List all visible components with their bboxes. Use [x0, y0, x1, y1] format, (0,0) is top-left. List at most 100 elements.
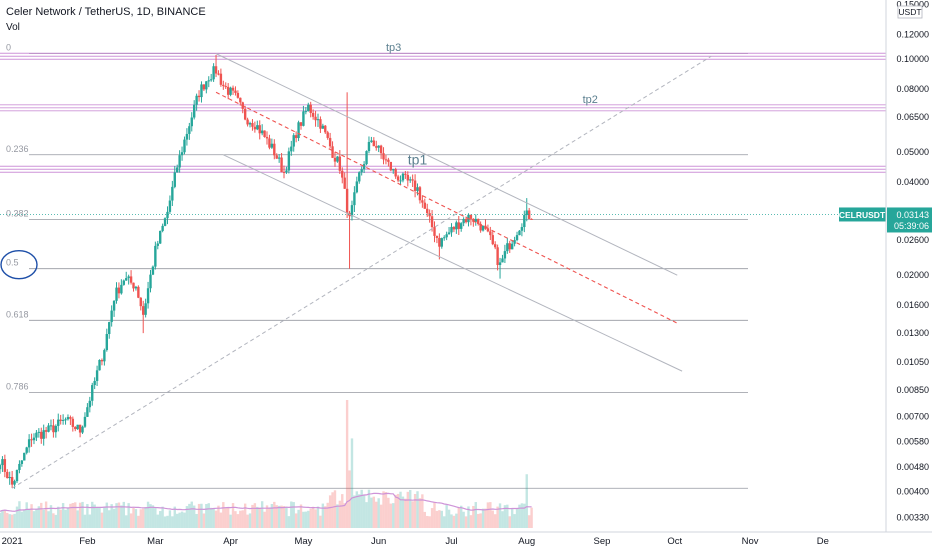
- volume-bar: [239, 510, 242, 528]
- candle-body: [52, 425, 55, 433]
- candle-body: [426, 208, 429, 214]
- volume-bar: [200, 503, 203, 528]
- candle-body: [195, 95, 198, 105]
- volume-bar: [345, 400, 349, 528]
- volume-bar: [226, 507, 230, 528]
- candle-body: [358, 172, 361, 182]
- candle-body: [443, 237, 446, 239]
- volume-bar: [406, 491, 410, 528]
- volume-bar: [132, 507, 135, 528]
- price-tick-label: 0.00480: [896, 462, 929, 472]
- candle-body: [336, 156, 339, 162]
- candle-body: [384, 159, 388, 161]
- candle-body: [331, 146, 334, 158]
- candle-body: [236, 92, 240, 98]
- fib-level-label: 0: [6, 43, 11, 53]
- price-tick-label: 0.02600: [896, 235, 929, 245]
- currency-label: USDT: [898, 7, 921, 17]
- candle-body: [103, 350, 106, 362]
- volume-bar: [447, 509, 451, 528]
- volume-bar: [205, 504, 208, 528]
- volume-bar: [236, 514, 240, 528]
- candle-body: [144, 303, 147, 315]
- time-tick-label: De: [817, 536, 829, 547]
- volume-bar: [30, 504, 33, 528]
- volume-bar: [319, 515, 322, 528]
- volume-bar: [176, 513, 179, 528]
- candle-body: [518, 230, 521, 236]
- candle-body: [44, 430, 48, 432]
- volume-bar: [10, 514, 14, 528]
- candle-body: [447, 232, 451, 235]
- volume-bar: [178, 512, 181, 528]
- currency-badge[interactable]: [897, 5, 923, 19]
- candle-body: [302, 111, 305, 126]
- volume-bar: [304, 511, 308, 528]
- volume-bar: [491, 510, 494, 528]
- volume-bar: [484, 508, 487, 528]
- volume-bar: [452, 515, 456, 528]
- candle-body: [287, 151, 291, 171]
- time-tick-label: Sep: [594, 536, 611, 547]
- volume-bar: [404, 498, 407, 528]
- volume-bar: [316, 506, 320, 528]
- candle-body: [503, 251, 507, 259]
- volume-bar: [156, 514, 159, 528]
- volume-bar: [88, 514, 92, 528]
- volume-bar: [481, 508, 485, 528]
- volume-bar: [501, 511, 504, 528]
- candle-body: [314, 116, 317, 121]
- volume-bar: [362, 494, 366, 528]
- candle-body: [253, 126, 257, 130]
- candle-body: [91, 385, 94, 401]
- volume-bar: [251, 504, 254, 528]
- volume-bar: [241, 510, 244, 528]
- candle-body: [129, 276, 133, 283]
- candle-body: [222, 84, 225, 87]
- candle-body: [98, 359, 101, 371]
- candle-body: [433, 227, 436, 236]
- candle-body: [76, 424, 79, 430]
- candle-body: [178, 155, 181, 168]
- candle-body: [469, 214, 473, 219]
- candle-body: [409, 179, 412, 181]
- candle-body: [88, 400, 92, 408]
- candle-body: [190, 117, 193, 127]
- candle-body: [324, 125, 327, 133]
- volume-bar: [299, 504, 303, 528]
- volume-bar: [438, 510, 441, 528]
- candle-body: [392, 169, 395, 171]
- volume-bar: [421, 494, 424, 528]
- volume-bar: [32, 511, 36, 528]
- volume-bar: [163, 516, 167, 528]
- volume-bar: [217, 505, 220, 528]
- volume-bar: [430, 508, 434, 528]
- volume-bar: [530, 507, 533, 528]
- channel-mid-line: [215, 91, 678, 324]
- candle-body: [277, 157, 281, 159]
- volume-bar: [246, 514, 249, 528]
- volume-bar: [117, 502, 121, 528]
- price-tick-label: 0.00700: [896, 411, 929, 421]
- candle-body: [27, 439, 31, 448]
- volume-bar: [464, 516, 468, 528]
- volume-bar: [195, 513, 198, 528]
- volume-bar: [486, 502, 490, 528]
- candle-body: [462, 219, 465, 224]
- channel-upper-line: [215, 53, 678, 276]
- price-tick-label: 0.01600: [896, 300, 929, 310]
- candle-body: [15, 469, 19, 482]
- price-tick-label: 0.05000: [896, 147, 929, 157]
- volume-bar: [396, 493, 400, 528]
- candle-body: [47, 425, 50, 432]
- volume-bar: [100, 512, 104, 528]
- candle-body: [321, 125, 325, 129]
- price-tick-label: 0.00400: [896, 487, 929, 497]
- candle-body: [472, 218, 475, 222]
- time-tick-label: Jun: [371, 536, 386, 547]
- candle-body: [192, 104, 196, 118]
- candle-body: [445, 234, 448, 238]
- volume-bar: [180, 511, 184, 528]
- volume-bar: [69, 503, 72, 528]
